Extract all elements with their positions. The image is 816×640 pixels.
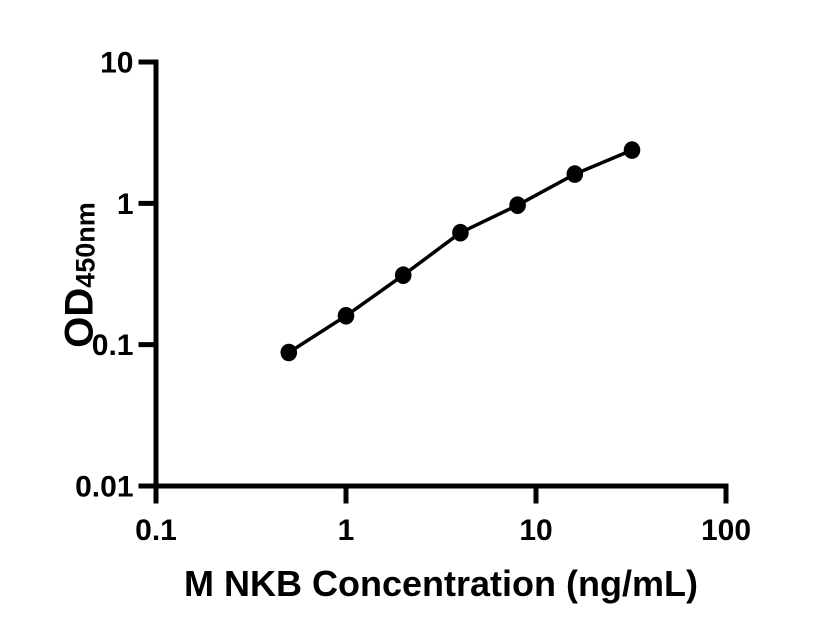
y-axis-title-text: OD450nm — [58, 202, 103, 348]
data-point — [623, 141, 641, 159]
y-axis-title-subscript: 450nm — [70, 202, 101, 288]
data-point — [452, 223, 469, 242]
x-tick-label: 10 — [519, 514, 552, 547]
y-axis-title-main: OD — [57, 287, 102, 348]
x-tick-label: 1 — [338, 514, 355, 547]
data-point — [394, 266, 412, 285]
x-axis-title: M NKB Concentration (ng/mL) — [184, 563, 698, 604]
data-point — [280, 343, 298, 362]
x-tick-label: 0.1 — [135, 514, 177, 547]
data-point — [337, 307, 355, 325]
y-tick-label: 0.01 — [75, 471, 133, 504]
data-point — [566, 165, 584, 183]
y-tick-label: 0.1 — [92, 329, 134, 362]
data-point — [509, 196, 526, 214]
y-tick-label: 10 — [100, 47, 133, 80]
x-tick-label: 100 — [701, 514, 751, 547]
y-tick-label: 1 — [117, 188, 134, 221]
